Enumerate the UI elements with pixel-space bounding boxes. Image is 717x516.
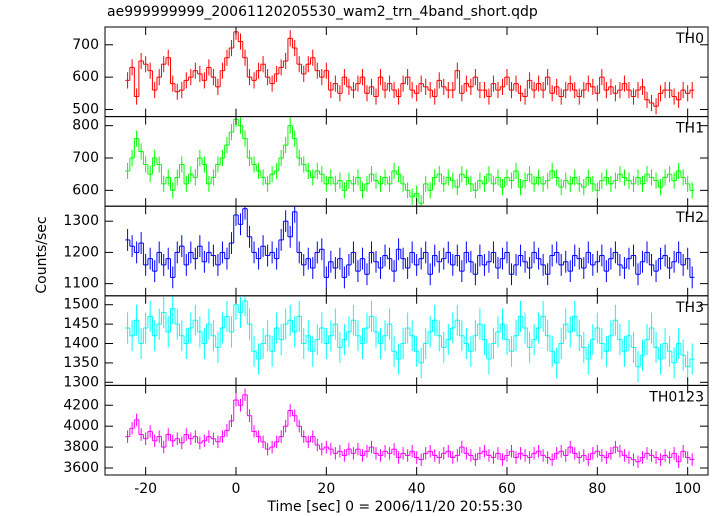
x-tick-label: 80: [588, 481, 606, 497]
x-tick-label: 40: [408, 481, 426, 497]
panel-label: TH1: [675, 121, 704, 137]
panel-label: TH0123: [648, 389, 704, 405]
x-tick-label: 100: [674, 481, 701, 497]
panel-label: TH0: [675, 31, 704, 47]
y-tick-label: 1450: [63, 316, 99, 332]
panel-label: TH2: [675, 210, 704, 226]
x-tick-label: 60: [498, 481, 516, 497]
panel-label: TH3: [675, 300, 704, 316]
y-tick-label: 1200: [63, 244, 99, 260]
y-tick-label: 1100: [63, 276, 99, 292]
y-tick-label: 700: [72, 150, 99, 166]
y-tick-label: 4200: [63, 397, 99, 413]
y-tick-label: 1300: [63, 213, 99, 229]
x-tick-label: 20: [317, 481, 335, 497]
y-tick-label: 600: [72, 182, 99, 198]
x-axis-label: Time [sec] 0 = 2006/11/20 20:55:30: [266, 499, 522, 515]
y-tick-label: 800: [72, 118, 99, 134]
x-tick-label: 0: [232, 481, 241, 497]
y-tick-label: 500: [72, 101, 99, 117]
y-tick-label: 700: [72, 37, 99, 53]
y-tick-label: 1300: [63, 374, 99, 390]
x-tick-label: -20: [134, 481, 157, 497]
y-tick-label: 3600: [63, 460, 99, 476]
y-tick-label: 600: [72, 69, 99, 85]
y-tick-label: 1350: [63, 355, 99, 371]
y-axis-label: Counts/sec: [34, 216, 50, 293]
y-tick-label: 1400: [63, 336, 99, 352]
chart-title: ae999999999_20061120205530_wam2_trn_4ban…: [107, 4, 538, 20]
y-tick-label: 3800: [63, 439, 99, 455]
y-tick-label: 1500: [63, 297, 99, 313]
y-tick-label: 4000: [63, 418, 99, 434]
panel-frame: [104, 384, 709, 476]
